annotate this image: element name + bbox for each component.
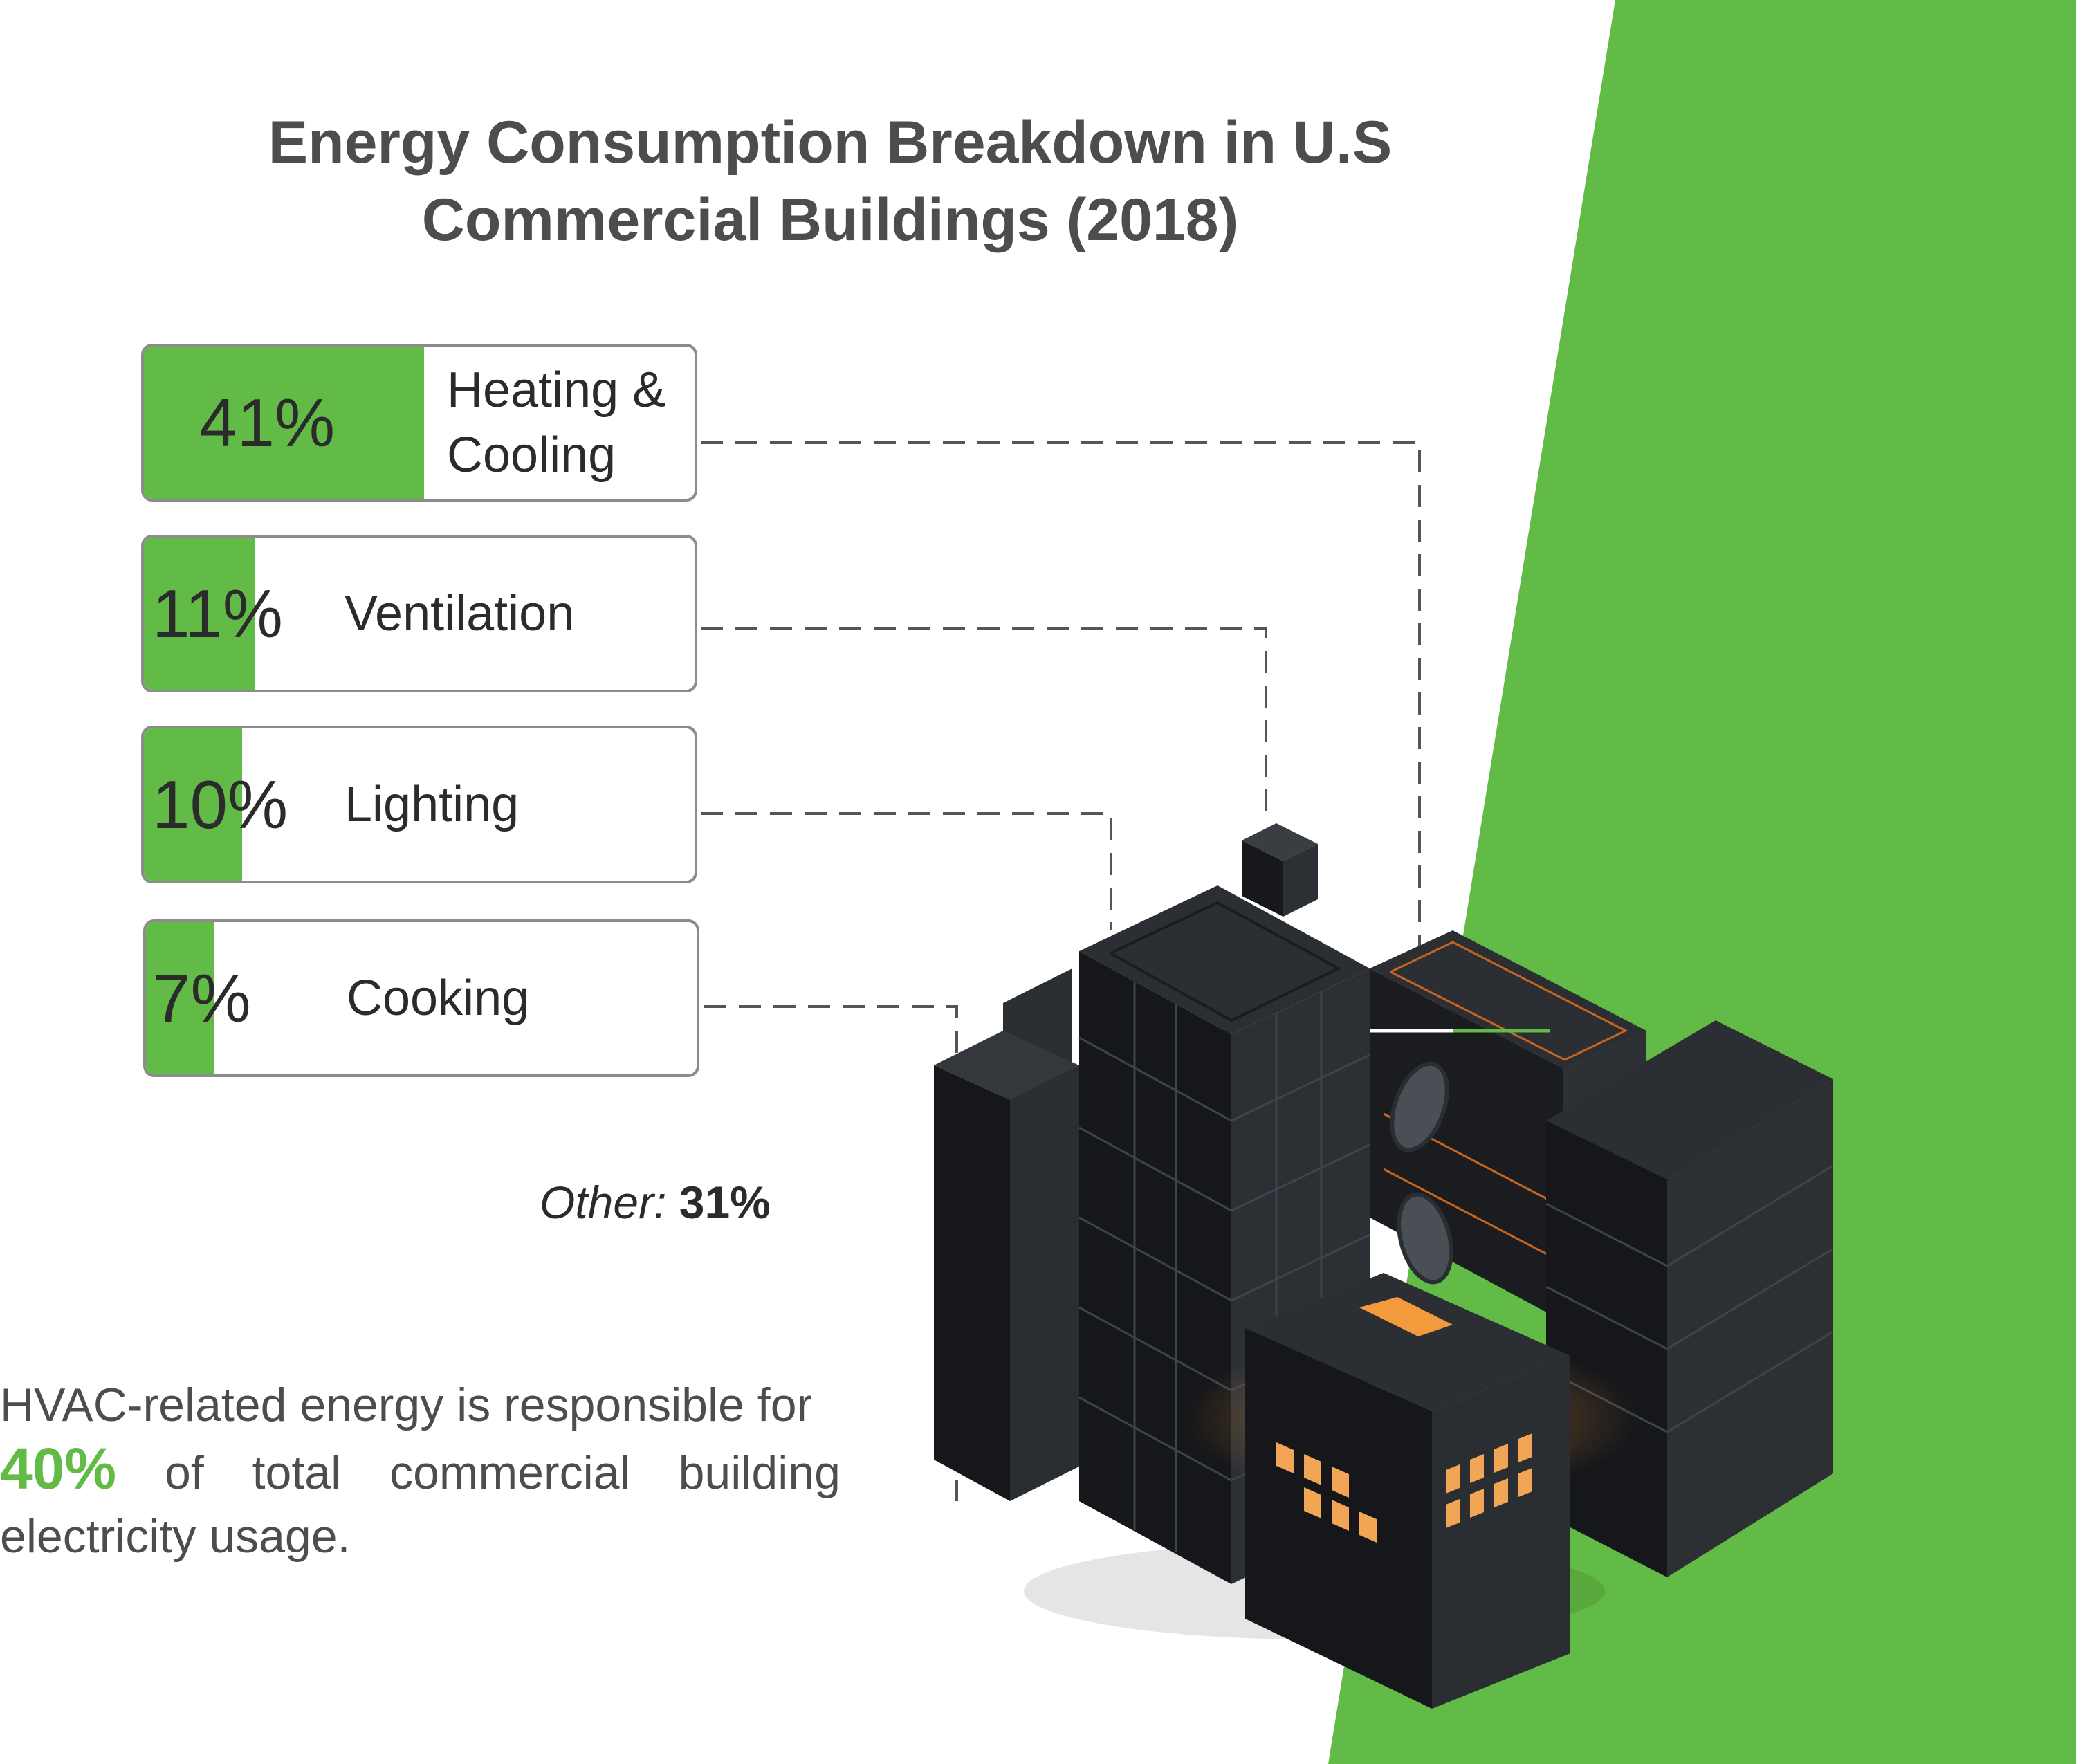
ventilation-percent: 11%	[152, 575, 283, 652]
heating-cooling-percent: 41%	[199, 384, 336, 461]
heating-cooling-bar	[144, 347, 424, 499]
building-left	[934, 968, 1079, 1501]
building-front	[1183, 1273, 1639, 1709]
category-card-lighting: 10% Lighting	[141, 726, 697, 883]
other-share: Other: 31%	[540, 1176, 771, 1229]
cooking-label: Cooking	[347, 971, 530, 1026]
lighting-label: Lighting	[345, 777, 520, 832]
heating-cooling-label-line-1: Heating &	[447, 362, 666, 418]
other-value: 31%	[679, 1177, 771, 1228]
cooking-percent: 7%	[153, 959, 251, 1036]
cooking-bar	[146, 922, 214, 1074]
chart-title-line-2: Commercial Buildings (2018)	[421, 187, 1239, 253]
leader-line-ventilation	[701, 627, 1267, 820]
lighting-percent: 10%	[152, 766, 288, 843]
category-card-heating-cooling: 41% Heating & Cooling	[141, 344, 697, 502]
coin-icons	[1390, 1061, 1453, 1285]
lighting-bar	[144, 728, 242, 881]
chart-title: Energy Consumption Breakdown in U.S Comm…	[152, 104, 1508, 259]
other-label: Other:	[540, 1177, 667, 1228]
ventilation-label: Ventilation	[345, 586, 575, 641]
heating-cooling-label-line-2: Cooling	[447, 428, 616, 483]
leader-line-cooking	[704, 1005, 958, 1501]
building-right	[1545, 1020, 1834, 1577]
heating-cooling-label: Heating & Cooling	[447, 347, 665, 499]
hvac-highlight-value: 40%	[0, 1436, 117, 1501]
category-card-cooking: 7% Cooking	[143, 919, 699, 1077]
hvac-note-line-2: 40% of total commercial building	[0, 1437, 840, 1505]
hvac-note: HVAC-related energy is responsible for 4…	[0, 1373, 840, 1568]
chart-title-line-1: Energy Consumption Breakdown in U.S	[268, 109, 1393, 176]
hvac-note-line-2-text: of total commercial building	[165, 1446, 840, 1499]
hvac-note-line-3: electricity usage.	[0, 1510, 351, 1563]
hvac-note-line-1: HVAC-related energy is responsible for	[0, 1379, 813, 1431]
leader-line-lighting	[701, 812, 1112, 930]
category-card-ventilation: 11% Ventilation	[141, 535, 697, 692]
ventilation-bar	[144, 538, 255, 690]
lit-windows	[1276, 1433, 1532, 1543]
